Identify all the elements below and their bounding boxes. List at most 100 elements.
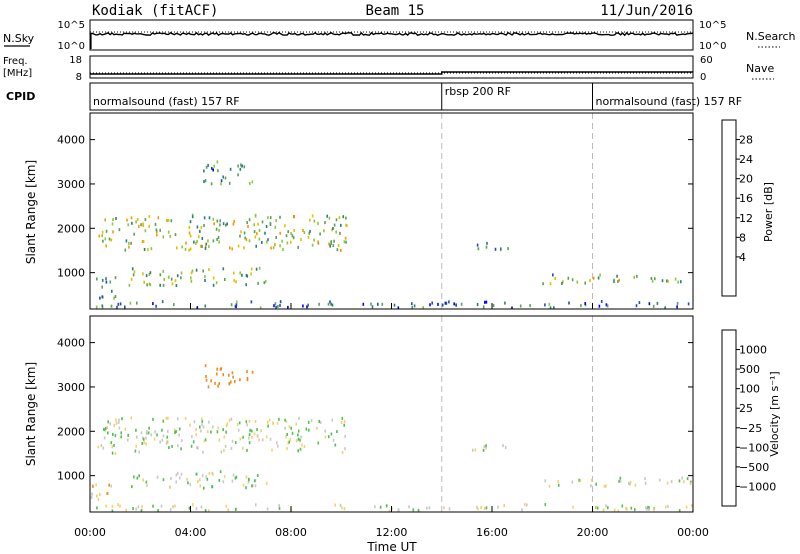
echo-cell (328, 216, 331, 220)
echo-cell (114, 295, 117, 298)
echo-cell (118, 418, 120, 422)
echo-cell (374, 505, 376, 509)
noise-traces (89, 31, 694, 49)
echo-cell (165, 416, 168, 420)
echo-cell (616, 274, 618, 278)
echo-cell (305, 427, 308, 431)
colorbar-tick-label: −100 (739, 441, 769, 454)
echo-cell (341, 416, 344, 420)
echo-cell (153, 437, 156, 441)
echo-cell (226, 222, 228, 226)
echo-cell (130, 216, 133, 220)
echo-cell (676, 305, 678, 309)
echo-cell (217, 384, 219, 388)
echo-cell (333, 239, 335, 243)
echo-cell (216, 160, 219, 164)
echo-cell (204, 364, 207, 368)
echo-cell (379, 505, 382, 509)
echo-cell (333, 223, 336, 227)
echo-cell (129, 301, 132, 305)
echo-cell (339, 231, 341, 235)
echo-cell (211, 471, 214, 475)
echo-cell (249, 428, 251, 432)
echo-cell (277, 444, 279, 448)
echo-cell (344, 435, 346, 439)
echo-cell (504, 446, 507, 449)
colorbar-tick-label: −25 (739, 422, 762, 435)
echo-cell (576, 280, 579, 284)
echo-cell (201, 244, 203, 248)
echo-cell (211, 485, 213, 489)
echo-cell (485, 245, 488, 249)
echo-cell (219, 470, 222, 474)
echo-cell (397, 508, 400, 512)
echo-cell (422, 306, 424, 309)
echo-cell (633, 275, 635, 279)
echo-cell (216, 367, 218, 371)
echo-cell (233, 271, 235, 275)
echo-cell (155, 304, 157, 308)
echo-cell (629, 482, 631, 486)
echo-cell (208, 472, 211, 475)
echo-cell (96, 494, 98, 498)
echo-cell (285, 419, 288, 423)
echo-cell (96, 506, 98, 510)
freq-unit-label: [MHz] (3, 68, 32, 79)
echo-cell (249, 181, 251, 185)
echo-cell (483, 445, 486, 449)
echo-cell (239, 437, 242, 441)
echo-cell (258, 266, 261, 270)
echo-cell (208, 245, 210, 249)
echo-cell (145, 432, 148, 436)
echo-cell (213, 222, 215, 226)
echo-cell (277, 305, 279, 308)
echo-cell (553, 306, 555, 309)
echo-cell (177, 471, 179, 475)
echo-cell (193, 240, 195, 244)
echo-cell (248, 218, 251, 222)
echo-cell (504, 301, 506, 305)
echo-cell (264, 231, 266, 235)
echo-cell (299, 447, 302, 451)
echo-cell (195, 241, 197, 245)
echo-cell (167, 429, 169, 433)
echo-cell (453, 302, 455, 306)
echo-cell (205, 242, 208, 246)
echo-cell (218, 228, 220, 232)
echo-cell (519, 304, 522, 308)
echo-cell (124, 305, 126, 309)
echo-cell (549, 306, 552, 309)
echo-cell (213, 164, 215, 168)
echo-cell (476, 243, 479, 247)
power-panel-frame (89, 112, 694, 310)
echo-cell (603, 484, 606, 488)
echo-cell (619, 476, 622, 480)
nsky-trace (89, 31, 694, 37)
echo-cell (126, 218, 128, 222)
echo-cell (678, 509, 681, 512)
echo-cell (652, 304, 655, 308)
echo-cell (307, 235, 310, 239)
echo-cell (230, 380, 232, 384)
echo-cell (190, 271, 193, 275)
echo-cell (279, 231, 281, 235)
echo-cell (308, 231, 311, 235)
echo-cell (189, 220, 192, 224)
echo-cell (341, 506, 343, 510)
echo-cell (330, 242, 332, 246)
echo-cell (340, 223, 342, 227)
echo-cell (205, 165, 208, 169)
echo-cell (218, 438, 220, 442)
echo-cell (317, 240, 319, 244)
echo-cell (344, 236, 347, 240)
echo-cell (189, 234, 192, 238)
echo-cell (685, 505, 688, 509)
echo-cell (448, 300, 450, 304)
echo-cell (235, 305, 237, 309)
echo-cell (111, 451, 114, 455)
echo-cell (250, 267, 253, 271)
echo-cell (148, 282, 151, 286)
echo-cell (289, 438, 291, 441)
echo-cell (605, 484, 607, 488)
echo-cell (548, 302, 551, 306)
